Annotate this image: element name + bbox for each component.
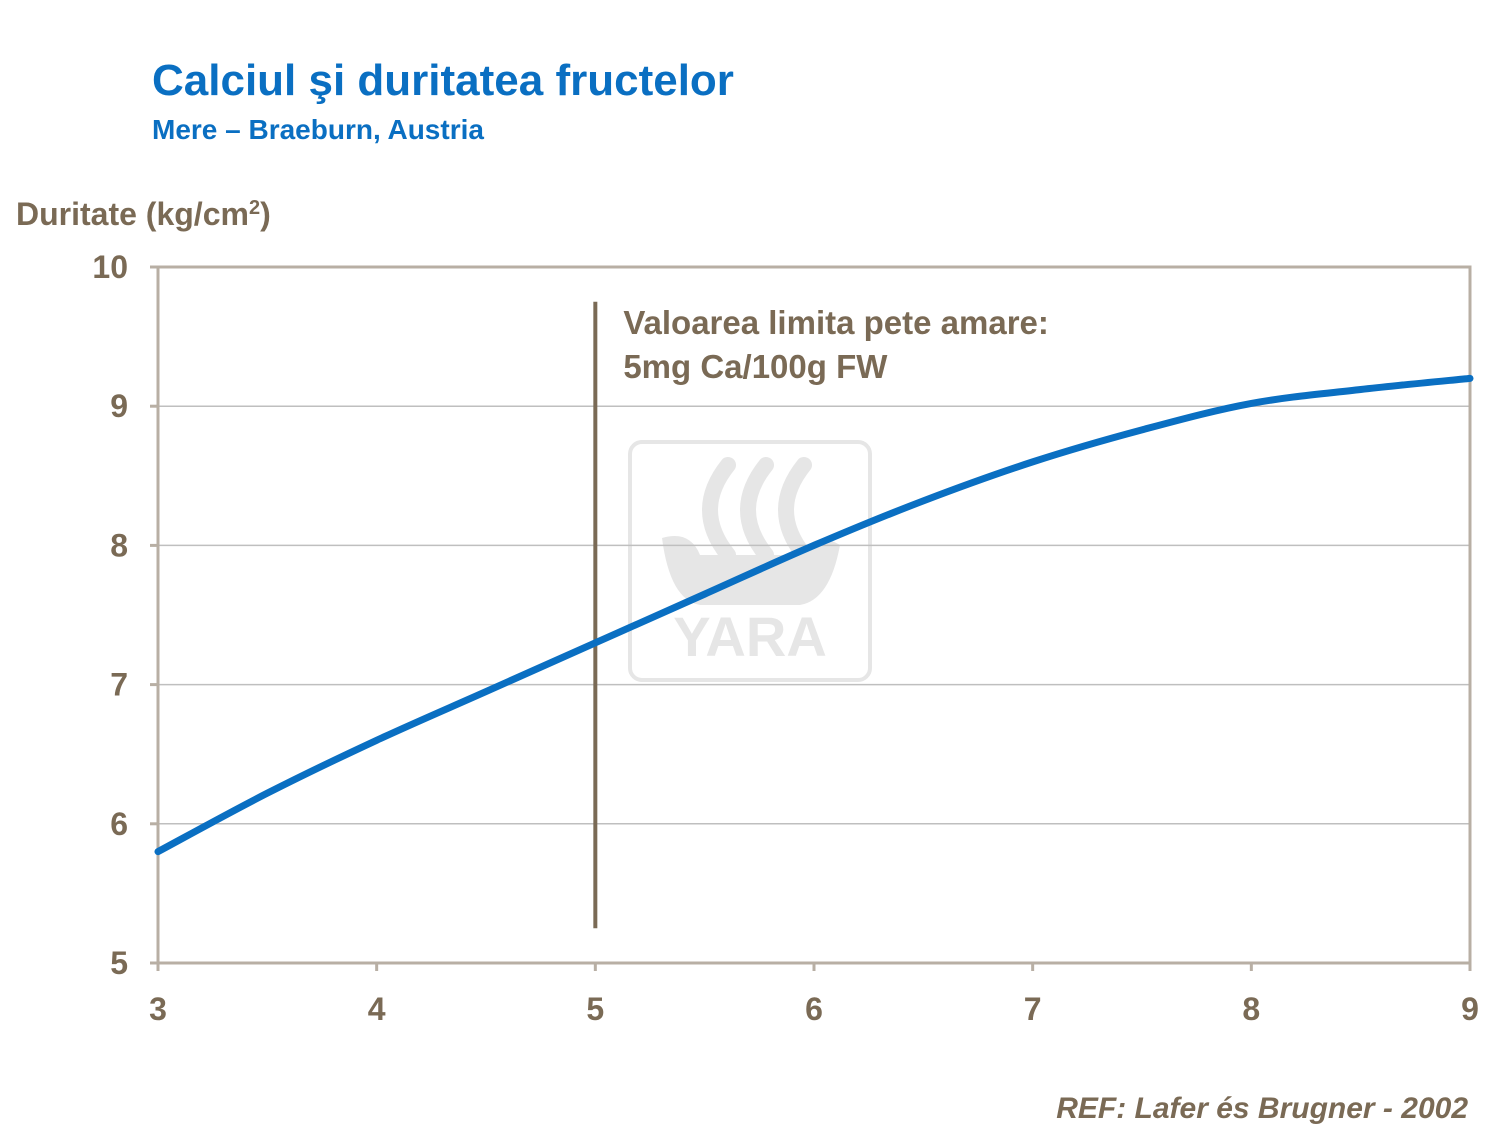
y-axis-label-close: ) [260,196,271,232]
y-axis-label-exponent: 2 [248,197,261,219]
reference-citation: REF: Lafer és Brugner - 2002 [1056,1092,1468,1125]
y-tick-label-7: 7 [110,667,128,703]
x-tick-label-4: 4 [368,991,386,1027]
firmness-curve [154,374,1474,856]
y-axis-ticks: 5 6 7 8 9 10 [92,249,158,981]
x-axis-ticks: 3 4 5 6 7 8 9 [149,963,1479,1027]
yara-watermark-logo: YARA [628,440,872,682]
watermark-text: YARA [673,605,827,668]
x-tick-label-9: 9 [1461,991,1479,1027]
chart-subtitle: Mere – Braeburn, Austria [152,114,484,145]
x-tick-label-8: 8 [1242,991,1260,1027]
threshold-label-line1: Valoarea limita pete amare: [623,304,1049,341]
y-axis-label-main: Duritate (kg/cm [16,196,249,232]
watermark-sail-2 [740,457,774,563]
threshold-label-line2: 5mg Ca/100g FW [623,348,888,385]
y-tick-label-8: 8 [110,527,128,563]
y-tick-label-10: 10 [92,249,128,285]
x-tick-label-3: 3 [149,991,167,1027]
x-tick-label-5: 5 [586,991,604,1027]
y-tick-label-6: 6 [110,806,128,842]
watermark-frame [628,440,872,682]
chart-title: Calciul şi duritatea fructelor [152,56,734,105]
x-tick-label-7: 7 [1024,991,1042,1027]
y-axis-label: Duritate (kg/cm2) [16,196,271,233]
x-tick-label-6: 6 [805,991,823,1027]
y-tick-label-9: 9 [110,388,128,424]
watermark-sail-1 [702,457,736,563]
y-tick-label-5: 5 [110,945,128,981]
watermark-sail-3 [778,457,812,563]
